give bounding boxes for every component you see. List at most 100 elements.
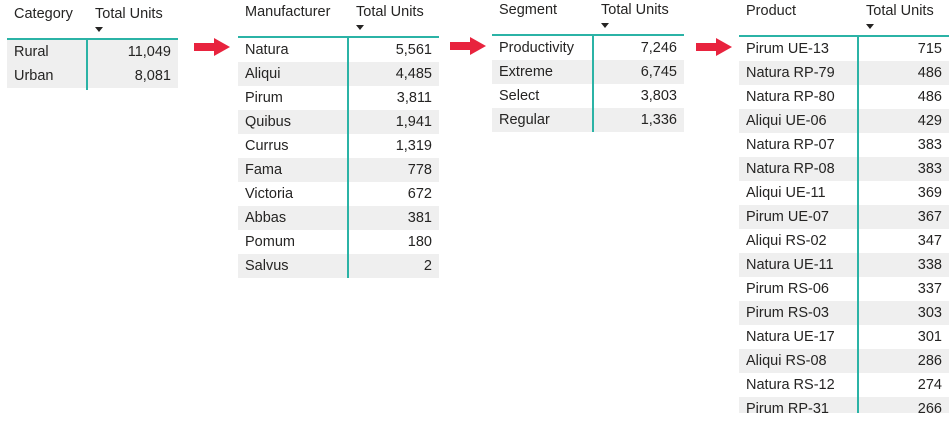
table-row[interactable]: Natura RP-79 486 bbox=[739, 61, 949, 85]
table-row[interactable]: Pirum RP-31 266 bbox=[739, 397, 949, 413]
product-table-header: Product Total Units bbox=[739, 0, 949, 37]
product-table: Product Total Units Pirum UE-13 715 Natur… bbox=[739, 0, 949, 413]
table-row[interactable]: Natura RP-80 486 bbox=[739, 85, 949, 109]
table-row[interactable]: Productivity 7,246 bbox=[492, 36, 684, 60]
table-row[interactable]: Pirum RS-03 303 bbox=[739, 301, 949, 325]
row-value: 715 bbox=[917, 41, 942, 57]
row-value: 3,811 bbox=[396, 90, 432, 106]
row-value: 3,803 bbox=[640, 88, 677, 104]
right-arrow-icon bbox=[450, 37, 486, 55]
row-value: 286 bbox=[917, 353, 942, 369]
row-value: 266 bbox=[917, 401, 942, 413]
manufacturer-column-header[interactable]: Manufacturer bbox=[245, 4, 331, 20]
segment-table: Segment Total Units Productivity 7,246 Ex… bbox=[492, 0, 684, 132]
total-units-column-header[interactable]: Total Units bbox=[866, 3, 934, 19]
row-value: 383 bbox=[917, 137, 942, 153]
row-label: Regular bbox=[499, 112, 550, 128]
table-row[interactable]: Natura UE-17 301 bbox=[739, 325, 949, 349]
table-row[interactable]: Pomum 180 bbox=[238, 230, 439, 254]
row-label: Natura UE-17 bbox=[746, 329, 835, 345]
right-arrow-icon bbox=[696, 38, 732, 56]
column-divider bbox=[857, 37, 859, 413]
row-label: Natura UE-11 bbox=[746, 257, 834, 273]
row-value: 2 bbox=[423, 258, 432, 274]
row-label: Extreme bbox=[499, 64, 553, 80]
table-row[interactable]: Aliqui 4,485 bbox=[238, 62, 439, 86]
table-row[interactable]: Aliqui RS-02 347 bbox=[739, 229, 949, 253]
table-row[interactable]: Aliqui RS-08 286 bbox=[739, 349, 949, 373]
row-value: 778 bbox=[407, 162, 432, 178]
row-label: Pomum bbox=[245, 234, 295, 250]
row-value: 369 bbox=[917, 185, 942, 201]
column-divider bbox=[86, 40, 88, 90]
manufacturer-table-header: Manufacturer Total Units bbox=[238, 0, 439, 38]
row-value: 1,336 bbox=[640, 112, 677, 128]
table-row[interactable]: Natura RS-12 274 bbox=[739, 373, 949, 397]
sort-descending-icon[interactable] bbox=[95, 27, 103, 32]
table-row[interactable]: Pirum UE-07 367 bbox=[739, 205, 949, 229]
right-arrow-icon bbox=[194, 38, 230, 56]
table-row[interactable]: Victoria 672 bbox=[238, 182, 439, 206]
row-value: 383 bbox=[917, 161, 942, 177]
row-value: 180 bbox=[407, 234, 432, 250]
sort-descending-icon[interactable] bbox=[866, 24, 874, 29]
column-divider bbox=[347, 38, 349, 278]
row-label: Urban bbox=[14, 68, 54, 84]
row-value: 11,049 bbox=[127, 44, 171, 60]
row-label: Rural bbox=[14, 44, 49, 60]
row-value: 8,081 bbox=[134, 68, 171, 84]
table-row[interactable]: Natura UE-11 338 bbox=[739, 253, 949, 277]
row-value: 338 bbox=[917, 257, 942, 273]
table-row[interactable]: Pirum 3,811 bbox=[238, 86, 439, 110]
row-label: Natura bbox=[245, 42, 289, 58]
row-value: 429 bbox=[917, 113, 942, 129]
manufacturer-table: Manufacturer Total Units Natura 5,561 Ali… bbox=[238, 0, 439, 278]
row-label: Natura RS-12 bbox=[746, 377, 835, 393]
table-row[interactable]: Aliqui UE-11 369 bbox=[739, 181, 949, 205]
table-row[interactable]: Pirum RS-06 337 bbox=[739, 277, 949, 301]
table-row[interactable]: Rural 11,049 bbox=[7, 40, 178, 64]
row-label: Pirum RS-06 bbox=[746, 281, 829, 297]
row-label: Natura RP-79 bbox=[746, 65, 835, 81]
row-value: 6,745 bbox=[640, 64, 677, 80]
row-label: Aliqui RS-02 bbox=[746, 233, 827, 249]
table-row[interactable]: Aliqui UE-06 429 bbox=[739, 109, 949, 133]
row-label: Natura RP-80 bbox=[746, 89, 835, 105]
row-value: 1,319 bbox=[395, 138, 432, 154]
table-row[interactable]: Select 3,803 bbox=[492, 84, 684, 108]
row-value: 337 bbox=[917, 281, 942, 297]
row-label: Pirum RP-31 bbox=[746, 401, 829, 413]
table-row[interactable]: Currus 1,319 bbox=[238, 134, 439, 158]
row-label: Pirum UE-07 bbox=[746, 209, 829, 225]
table-row[interactable]: Extreme 6,745 bbox=[492, 60, 684, 84]
category-table: Category Total Units Rural 11,049 Urban … bbox=[7, 0, 178, 90]
row-value: 486 bbox=[917, 65, 942, 81]
sort-descending-icon[interactable] bbox=[356, 25, 364, 30]
row-value: 5,561 bbox=[395, 42, 432, 58]
row-value: 381 bbox=[407, 210, 432, 226]
table-row[interactable]: Natura 5,561 bbox=[238, 38, 439, 62]
segment-table-header: Segment Total Units bbox=[492, 0, 684, 36]
total-units-column-header[interactable]: Total Units bbox=[95, 6, 163, 22]
sort-descending-icon[interactable] bbox=[601, 23, 609, 28]
row-label: Salvus bbox=[245, 258, 289, 274]
table-row[interactable]: Pirum UE-13 715 bbox=[739, 37, 949, 61]
total-units-column-header[interactable]: Total Units bbox=[356, 4, 424, 20]
table-row[interactable]: Natura RP-08 383 bbox=[739, 157, 949, 181]
table-row[interactable]: Abbas 381 bbox=[238, 206, 439, 230]
row-label: Select bbox=[499, 88, 540, 104]
row-label: Fama bbox=[245, 162, 283, 178]
category-column-header[interactable]: Category bbox=[14, 6, 73, 22]
table-row[interactable]: Regular 1,336 bbox=[492, 108, 684, 132]
total-units-column-header[interactable]: Total Units bbox=[601, 2, 669, 18]
category-table-header: Category Total Units bbox=[7, 0, 178, 40]
row-label: Natura RP-08 bbox=[746, 161, 835, 177]
table-row[interactable]: Salvus 2 bbox=[238, 254, 439, 278]
product-column-header[interactable]: Product bbox=[746, 3, 796, 19]
table-row[interactable]: Quibus 1,941 bbox=[238, 110, 439, 134]
row-label: Pirum RS-03 bbox=[746, 305, 829, 321]
table-row[interactable]: Natura RP-07 383 bbox=[739, 133, 949, 157]
table-row[interactable]: Fama 778 bbox=[238, 158, 439, 182]
table-row[interactable]: Urban 8,081 bbox=[7, 64, 178, 88]
segment-column-header[interactable]: Segment bbox=[499, 2, 558, 18]
